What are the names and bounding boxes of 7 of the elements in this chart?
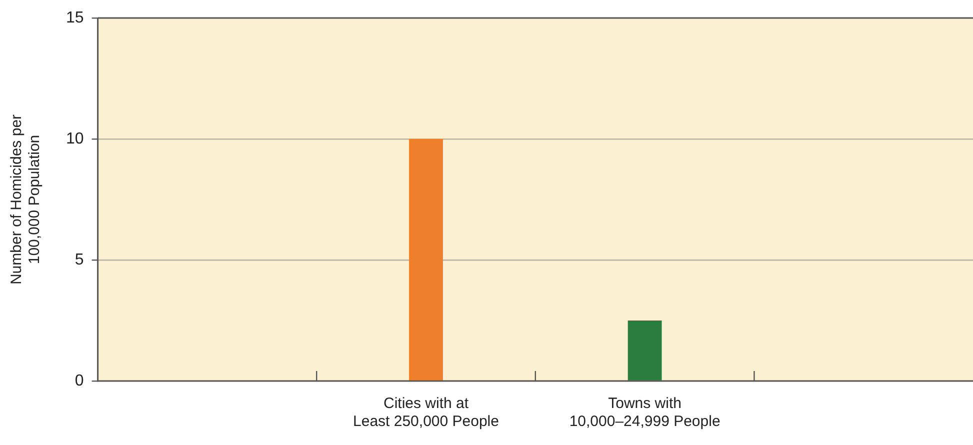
y-tick-label: 0 [74,372,84,390]
y-tick-label: 5 [74,251,84,268]
y-tick-label: 10 [66,130,84,148]
y-axis-title: Number of Homicides per 100,000 Population [8,114,44,285]
x-tick-label: Cities with at Least 250,000 People [353,395,499,430]
y-tick-label: 15 [66,9,84,26]
x-tick-label: Towns with 10,000–24,999 People [569,395,720,430]
